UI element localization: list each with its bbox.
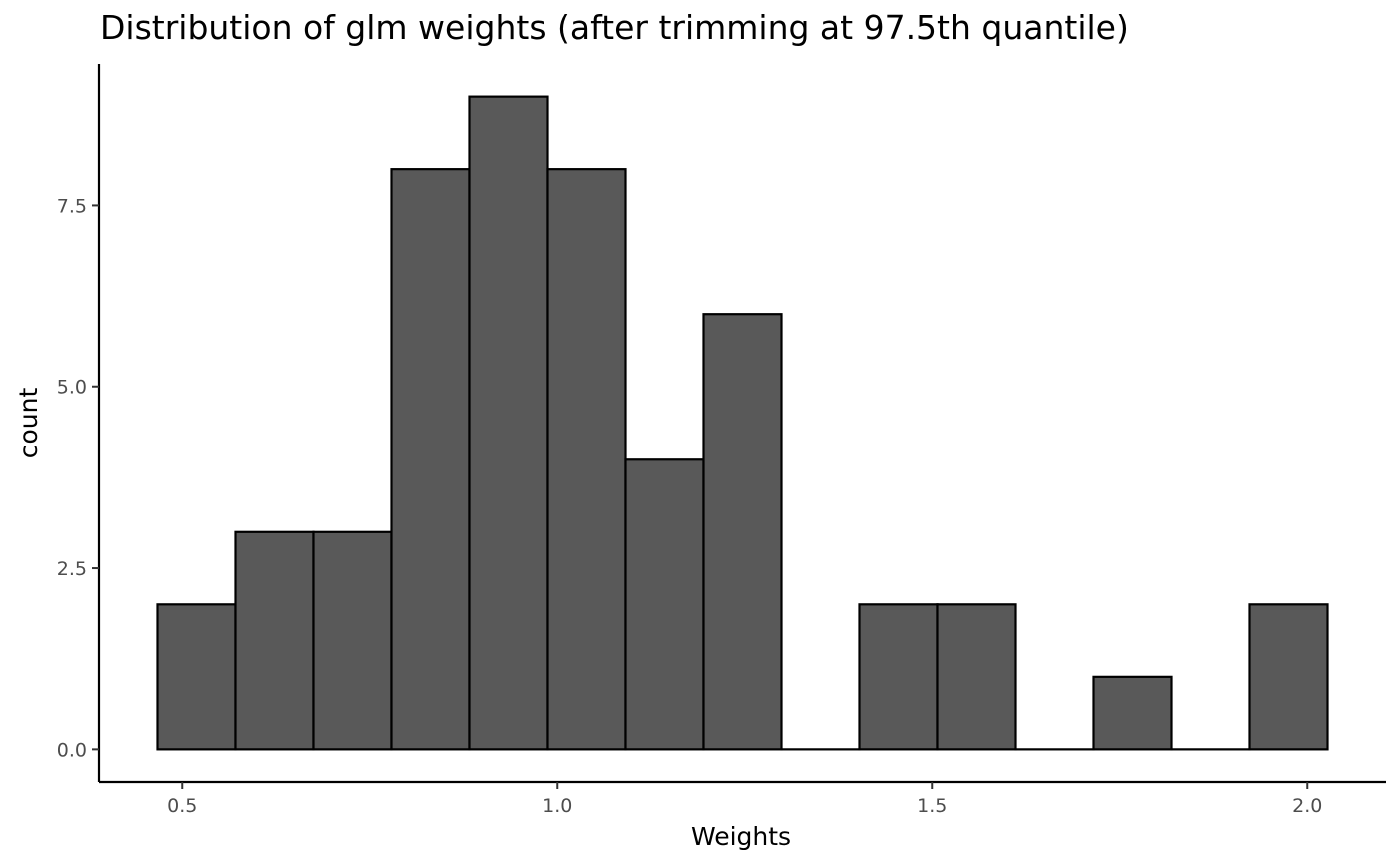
histogram-bar-0 bbox=[156, 603, 237, 751]
y-tick-label-2: 5.0 bbox=[57, 377, 87, 399]
axes-group: 0.5 1.0 1.5 2.0 0.0 2.5 5.0 7.5 bbox=[57, 64, 1386, 817]
histogram-bar-12 bbox=[1092, 675, 1173, 751]
bars-group bbox=[156, 95, 1329, 751]
histogram-bar-5 bbox=[546, 168, 627, 751]
x-tick-label-2: 1.5 bbox=[917, 795, 947, 817]
x-tick-label-3: 2.0 bbox=[1292, 795, 1322, 817]
histogram-bar-1 bbox=[234, 530, 315, 751]
y-tick-label-3: 7.5 bbox=[57, 195, 87, 217]
y-axis-title: count bbox=[14, 388, 43, 459]
histogram-bar-4 bbox=[468, 95, 549, 751]
histogram-bar-2 bbox=[312, 530, 393, 751]
histogram-bar-3 bbox=[390, 168, 471, 751]
histogram-bar-7 bbox=[702, 313, 783, 751]
x-tick-label-0: 0.5 bbox=[167, 795, 197, 817]
x-axis-title: Weights bbox=[691, 822, 791, 851]
histogram-bar-6 bbox=[624, 458, 705, 751]
chart-title: Distribution of glm weights (after trimm… bbox=[100, 8, 1129, 47]
y-tick-label-1: 2.5 bbox=[57, 558, 87, 580]
y-tick-label-0: 0.0 bbox=[57, 739, 87, 761]
x-tick-label-1: 1.0 bbox=[542, 795, 572, 817]
histogram-bar-9 bbox=[858, 603, 939, 751]
histogram-bar-10 bbox=[936, 603, 1017, 751]
histogram-bar-14 bbox=[1248, 603, 1329, 751]
